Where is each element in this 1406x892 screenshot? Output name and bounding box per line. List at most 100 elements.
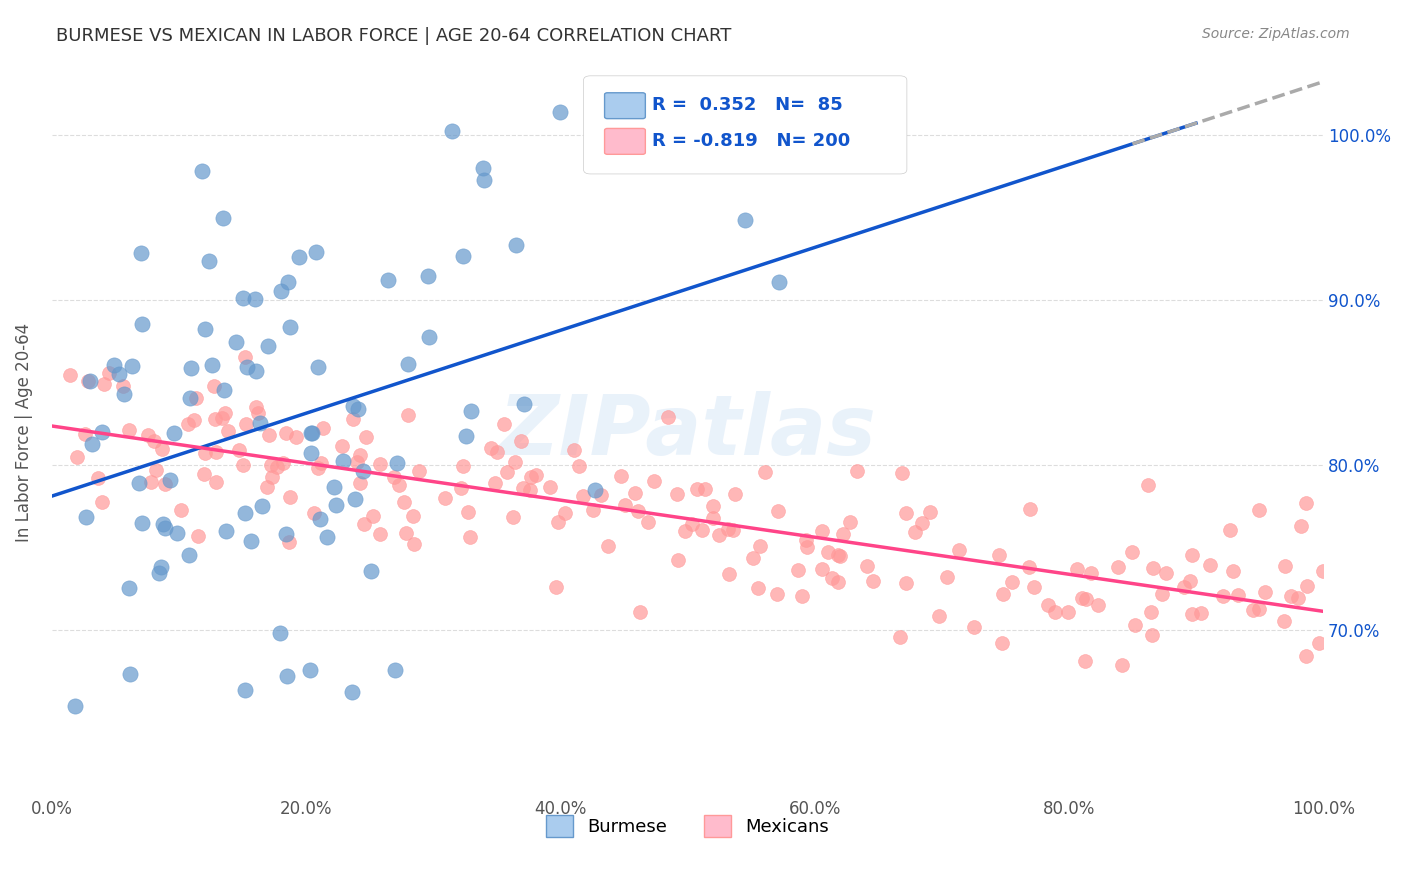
Point [354,430,377,444]
Point [66,450,89,465]
Point [1289,519,1312,533]
Point [401,508,423,523]
Point [250,499,273,513]
Point [1071,591,1094,606]
Point [723,523,745,537]
Point [214,383,236,397]
Point [991,587,1014,601]
Point [628,605,651,619]
Point [149,559,172,574]
Point [112,378,135,392]
Point [538,480,561,494]
Point [260,458,283,473]
Point [205,475,228,489]
Point [90,494,112,508]
Point [440,124,463,138]
Point [471,161,494,175]
Point [572,489,595,503]
Point [1043,605,1066,619]
Point [349,448,371,462]
Point [509,434,531,448]
Point [562,443,585,458]
Point [1212,590,1234,604]
Point [184,392,207,406]
Point [232,458,254,472]
Point [249,416,271,430]
Point [451,458,474,473]
Point [547,516,569,530]
Point [717,567,740,582]
Point [702,511,724,525]
Point [166,525,188,540]
Point [1066,562,1088,576]
Point [309,456,332,470]
Point [1137,478,1160,492]
Point [451,249,474,263]
Point [232,291,254,305]
Point [695,482,717,496]
Point [150,442,173,457]
Point [382,470,405,484]
Point [202,379,225,393]
Point [666,487,689,501]
Point [121,359,143,373]
Point [904,525,927,540]
Point [626,504,648,518]
Point [247,406,270,420]
Point [450,481,472,495]
Point [266,460,288,475]
Point [316,530,339,544]
Point [236,359,259,374]
Point [690,523,713,537]
Point [212,211,235,226]
Point [820,571,842,585]
Point [918,505,941,519]
Point [152,517,174,532]
Point [148,566,170,580]
Point [1272,615,1295,629]
Point [201,359,224,373]
Point [239,534,262,549]
Point [342,399,364,413]
Point [278,491,301,505]
Point [418,269,440,284]
Point [395,526,418,541]
Point [643,474,665,488]
Point [1312,564,1334,578]
Point [796,533,818,548]
Point [1142,560,1164,574]
Point [1087,599,1109,613]
Point [257,428,280,442]
Point [1057,605,1080,619]
Point [494,417,516,431]
Point [460,404,482,418]
Point [198,254,221,268]
Point [717,523,740,537]
Point [288,251,311,265]
Point [323,479,346,493]
Point [396,409,419,423]
Point [831,526,853,541]
Point [112,387,135,401]
Point [474,173,496,187]
Point [1036,598,1059,612]
Point [609,469,631,483]
Point [624,486,647,500]
Point [368,458,391,472]
Point [1074,654,1097,668]
Point [276,669,298,683]
Point [1226,588,1249,602]
Point [299,425,322,440]
Point [742,551,765,566]
Point [796,541,818,555]
Point [278,320,301,334]
Point [830,549,852,564]
Point [1249,502,1271,516]
Point [1295,648,1317,663]
Point [1219,523,1241,537]
Point [177,549,200,563]
Point [935,570,957,584]
Point [846,464,869,478]
Point [1308,635,1330,649]
Point [496,465,519,479]
